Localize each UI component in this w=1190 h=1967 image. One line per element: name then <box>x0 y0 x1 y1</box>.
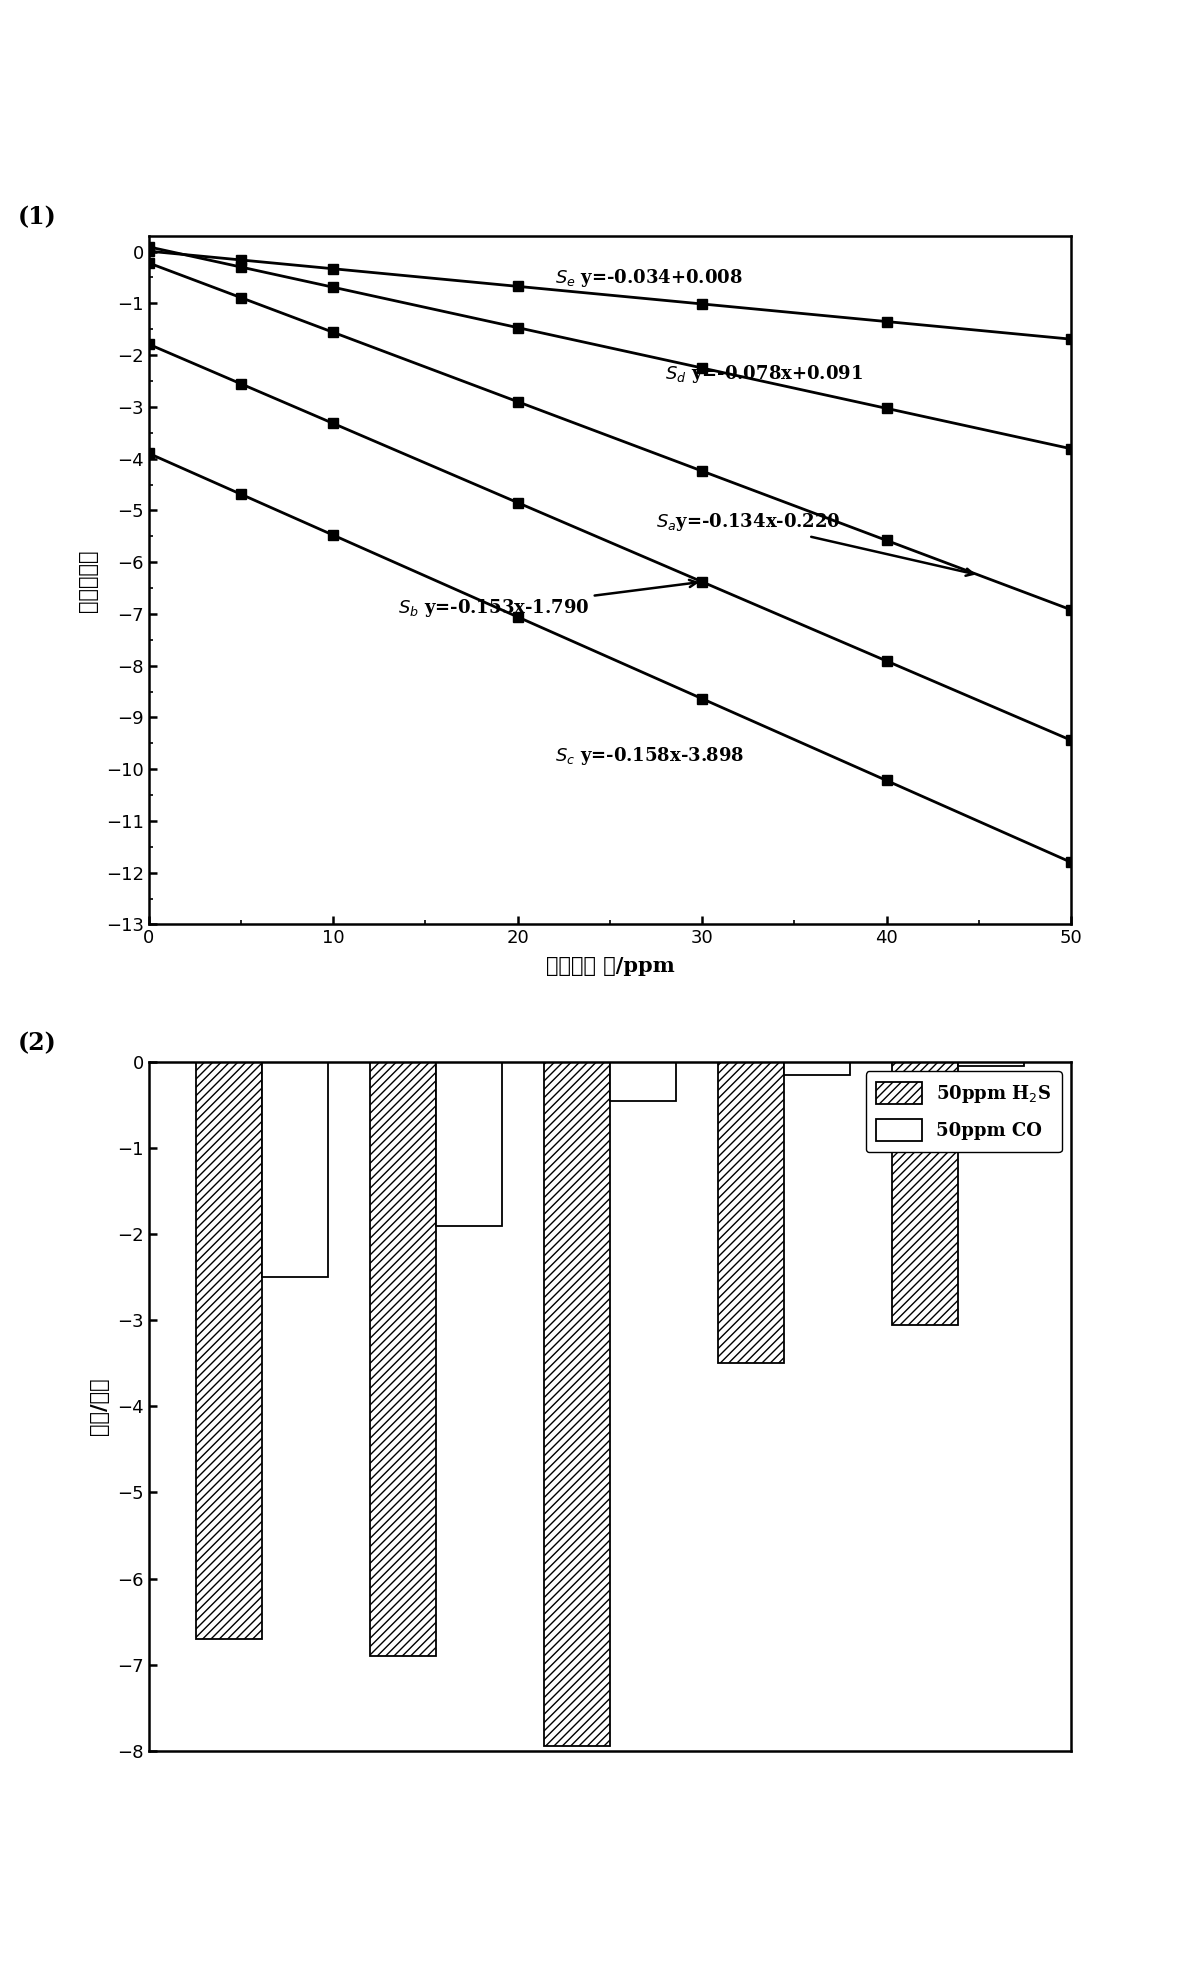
Bar <box>891 1062 958 1324</box>
Bar <box>784 1062 850 1076</box>
Bar <box>195 1062 262 1639</box>
X-axis label: 硫化氢浓 度/ppm: 硫化氢浓 度/ppm <box>545 956 675 976</box>
Bar <box>610 1062 676 1102</box>
Text: $S_a$y=-0.134x-0.220: $S_a$y=-0.134x-0.220 <box>656 511 973 576</box>
Text: (2): (2) <box>18 1031 56 1054</box>
Text: (1): (1) <box>18 205 56 230</box>
Text: $S_b$ y=-0.153x-1.790: $S_b$ y=-0.153x-1.790 <box>397 580 696 620</box>
Legend: 50ppm H$_2$S, 50ppm CO: 50ppm H$_2$S, 50ppm CO <box>865 1072 1061 1153</box>
Text: $S_c$ y=-0.158x-3.898: $S_c$ y=-0.158x-3.898 <box>555 745 744 767</box>
Bar <box>958 1062 1025 1066</box>
Bar <box>370 1062 436 1656</box>
Text: $S_e$ y=-0.034+0.008: $S_e$ y=-0.034+0.008 <box>555 268 743 289</box>
Bar <box>436 1062 502 1225</box>
Text: $S_d$ y=-0.078x+0.091: $S_d$ y=-0.078x+0.091 <box>665 364 863 386</box>
Y-axis label: 电流／微安: 电流／微安 <box>77 549 98 612</box>
Bar <box>718 1062 784 1363</box>
Bar <box>262 1062 328 1277</box>
Y-axis label: 电流/微安: 电流/微安 <box>89 1377 109 1436</box>
Bar <box>544 1062 609 1747</box>
